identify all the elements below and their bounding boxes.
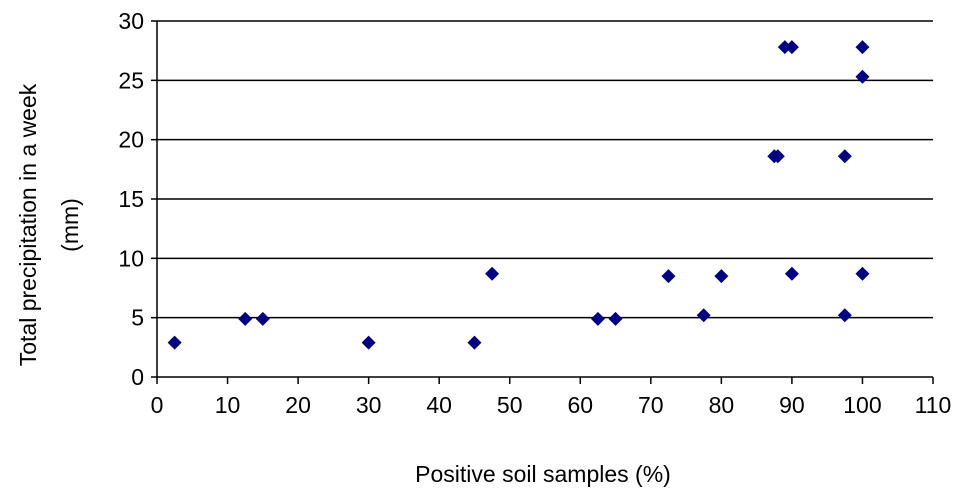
y-tick-label: 10 [118, 245, 144, 271]
y-axis-title-line-2: (mm) [57, 198, 83, 252]
data-point [238, 311, 253, 326]
axes [151, 20, 934, 384]
data-point [770, 149, 785, 164]
x-tick-label: 60 [567, 392, 593, 418]
y-tick-label: 0 [131, 364, 144, 390]
data-point [361, 335, 376, 350]
data-point [467, 335, 482, 350]
x-tick-label: 90 [779, 392, 805, 418]
x-tick-label: 80 [709, 392, 735, 418]
x-tick-label: 100 [843, 392, 881, 418]
x-tick-label: 30 [356, 392, 382, 418]
x-tick-label: 20 [285, 392, 311, 418]
data-point [590, 311, 605, 326]
data-point [696, 308, 711, 323]
x-tick-label: 0 [151, 392, 164, 418]
data-point [167, 335, 182, 350]
data-point [777, 40, 792, 55]
x-tick-label: 110 [915, 392, 952, 418]
y-tick-label: 20 [118, 127, 144, 153]
x-tick-label: 10 [215, 392, 241, 418]
data-point [255, 311, 270, 326]
y-axis-title-line-1: Total precipitation in a week [15, 83, 41, 366]
x-tick-label: 70 [638, 392, 664, 418]
y-tick-label: 30 [118, 8, 144, 34]
y-tick-label: 5 [131, 305, 144, 331]
x-axis-title: Positive soil samples (%) [415, 461, 671, 487]
x-tick-label: 40 [426, 392, 452, 418]
data-points [167, 40, 870, 350]
data-point [784, 40, 799, 55]
data-point [485, 266, 500, 281]
data-point [855, 69, 870, 84]
y-axis-title: Total precipitation in a week (mm) [15, 83, 83, 366]
data-point [714, 269, 729, 284]
x-tick-label: 50 [497, 392, 523, 418]
data-point [661, 269, 676, 284]
y-tick-label: 15 [118, 186, 144, 212]
data-point [837, 149, 852, 164]
gridlines [157, 20, 933, 319]
data-point [855, 40, 870, 55]
y-tick-label: 25 [118, 67, 144, 93]
data-point [784, 266, 799, 281]
tick-labels: 0 5 10 15 20 25 30 0 10 20 30 40 50 60 70 80 90 100 110 [118, 8, 951, 418]
data-point [608, 311, 623, 326]
data-point [837, 308, 852, 323]
data-point [855, 266, 870, 281]
